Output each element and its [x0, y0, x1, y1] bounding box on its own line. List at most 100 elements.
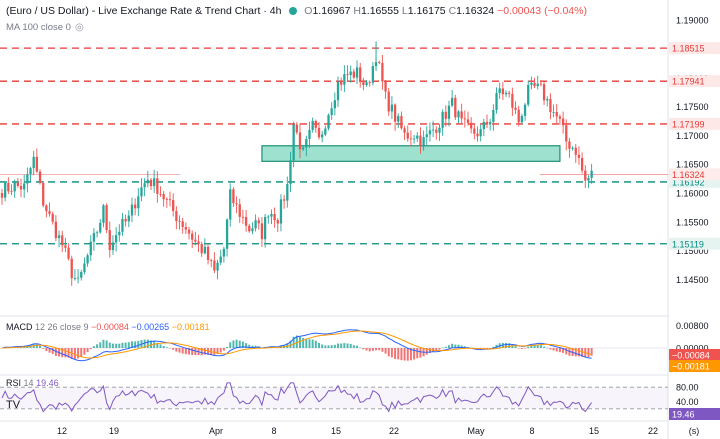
time-tick-label: 8: [271, 426, 276, 436]
candle-down: [542, 84, 546, 101]
rsi-pane: [0, 382, 668, 413]
macd-histogram-bar: [447, 345, 450, 348]
symbol-title[interactable]: (Euro / US Dollar) - Live Exchange Rate …: [6, 5, 282, 17]
candle-down: [419, 135, 422, 146]
candle-up: [137, 196, 140, 209]
macd-histogram-bar: [428, 348, 431, 354]
time-tick-label: May: [467, 426, 485, 436]
candle-down: [19, 185, 23, 190]
macd-histogram-bar: [378, 348, 381, 351]
candle-up: [216, 262, 219, 271]
candle-up: [302, 147, 305, 150]
macd-tick-label: 0.00000: [676, 344, 709, 354]
rsi-name: RSI: [6, 378, 22, 388]
time-tick-label: 8: [529, 426, 534, 436]
candle-down: [517, 109, 520, 123]
candle-up: [267, 216, 270, 218]
candle-up: [504, 92, 508, 95]
macd-histogram-bar: [549, 348, 552, 350]
resistance-level-label: 1.17941: [672, 77, 705, 87]
macd-histogram-bar: [318, 342, 320, 348]
macd-histogram-bar: [574, 348, 577, 357]
rsi-line: [1, 382, 593, 413]
candle-down: [276, 220, 279, 224]
candle-down: [64, 245, 67, 248]
candle-down: [533, 82, 536, 87]
candle-down: [54, 221, 58, 239]
macd-histogram-bar: [137, 340, 140, 348]
low-label: L: [401, 5, 408, 17]
macd-histogram-bar: [191, 348, 194, 356]
macd-histogram-bar: [159, 344, 162, 348]
candle-up: [289, 160, 292, 185]
macd-histogram-value: −0.00084: [91, 322, 129, 332]
macd-histogram-bar: [333, 344, 336, 348]
candle-up: [552, 112, 555, 113]
candle-up: [457, 111, 460, 118]
resistance-level-badge: [669, 117, 720, 130]
candle-up: [254, 220, 257, 229]
macd-legend[interactable]: MACD 12 26 close 9 −0.00084 −0.00265 −0.…: [6, 322, 210, 332]
macd-histogram-bar: [457, 344, 460, 348]
candle-up: [4, 182, 7, 198]
candles: [0, 41, 593, 286]
candle-up: [89, 241, 92, 256]
macd-histogram-bar: [251, 345, 254, 348]
macd-histogram-bar: [232, 340, 235, 348]
macd-histogram-bar: [1, 348, 3, 349]
macd-histogram-bar: [552, 348, 555, 351]
candle-up: [203, 246, 207, 254]
candle-down: [124, 218, 127, 222]
rsi-legend[interactable]: RSI 14 19.46: [6, 378, 59, 388]
resistance-level-badge: [669, 42, 720, 55]
macd-histogram-bar: [403, 348, 406, 361]
candle-down: [156, 178, 159, 194]
candle-up: [92, 232, 96, 242]
candle-up: [99, 222, 102, 233]
macd-histogram-bar: [539, 345, 542, 348]
low-value: 1.16175: [407, 5, 446, 17]
time-axis[interactable]: 12 19 Apr 8 15 22 May 8 15 22 (s): [0, 420, 700, 436]
macd-histogram-bar: [77, 348, 80, 359]
macd-histogram-bar: [346, 343, 349, 348]
macd-histogram-bar: [286, 343, 289, 348]
resistance-level-label: 1.18515: [672, 44, 705, 54]
macd-histogram-bar: [311, 339, 314, 348]
candle-down: [172, 200, 175, 212]
macd-histogram-bar: [511, 344, 514, 348]
macd-histogram-bar: [35, 344, 38, 348]
macd-histogram-bar: [64, 348, 67, 358]
macd-value-badge-label: −0.00084: [672, 351, 710, 361]
macd-histogram-bar: [67, 348, 70, 358]
macd-histogram-bar: [558, 348, 561, 353]
macd-line-value: −0.00265: [131, 322, 170, 332]
macd-histogram-bar: [51, 348, 54, 355]
candle-up: [102, 205, 105, 223]
macd-histogram-bar: [86, 348, 89, 353]
timezone-label: (s): [689, 426, 700, 436]
candle-up: [305, 139, 308, 148]
visibility-eye-icon[interactable]: ◎: [74, 22, 84, 33]
macd-histogram-bar: [178, 348, 181, 353]
macd-histogram-bar: [486, 348, 489, 349]
macd-histogram-bar: [213, 348, 216, 355]
ma-legend[interactable]: MA 100 close 0 ◎: [6, 22, 84, 33]
candle-down: [340, 81, 343, 85]
candle-up: [431, 129, 435, 131]
price-levels: [0, 47, 668, 245]
candle-up: [520, 115, 524, 123]
candle-up: [447, 105, 451, 119]
macd-histogram-bar: [89, 348, 92, 350]
candle-up: [412, 138, 416, 140]
macd-histogram-bar: [241, 341, 244, 348]
macd-histogram-bar: [365, 348, 368, 351]
candle-up: [371, 66, 375, 83]
candle-down: [197, 241, 200, 244]
macd-histogram-bar: [327, 345, 330, 348]
macd-histogram-bar: [130, 341, 133, 348]
candle-down: [35, 156, 39, 172]
change-value: −0.00043 (−0.04%): [497, 5, 587, 17]
price-axis[interactable]: 1.190001.185001.180001.175001.170001.165…: [669, 16, 720, 420]
candle-up: [321, 134, 324, 138]
